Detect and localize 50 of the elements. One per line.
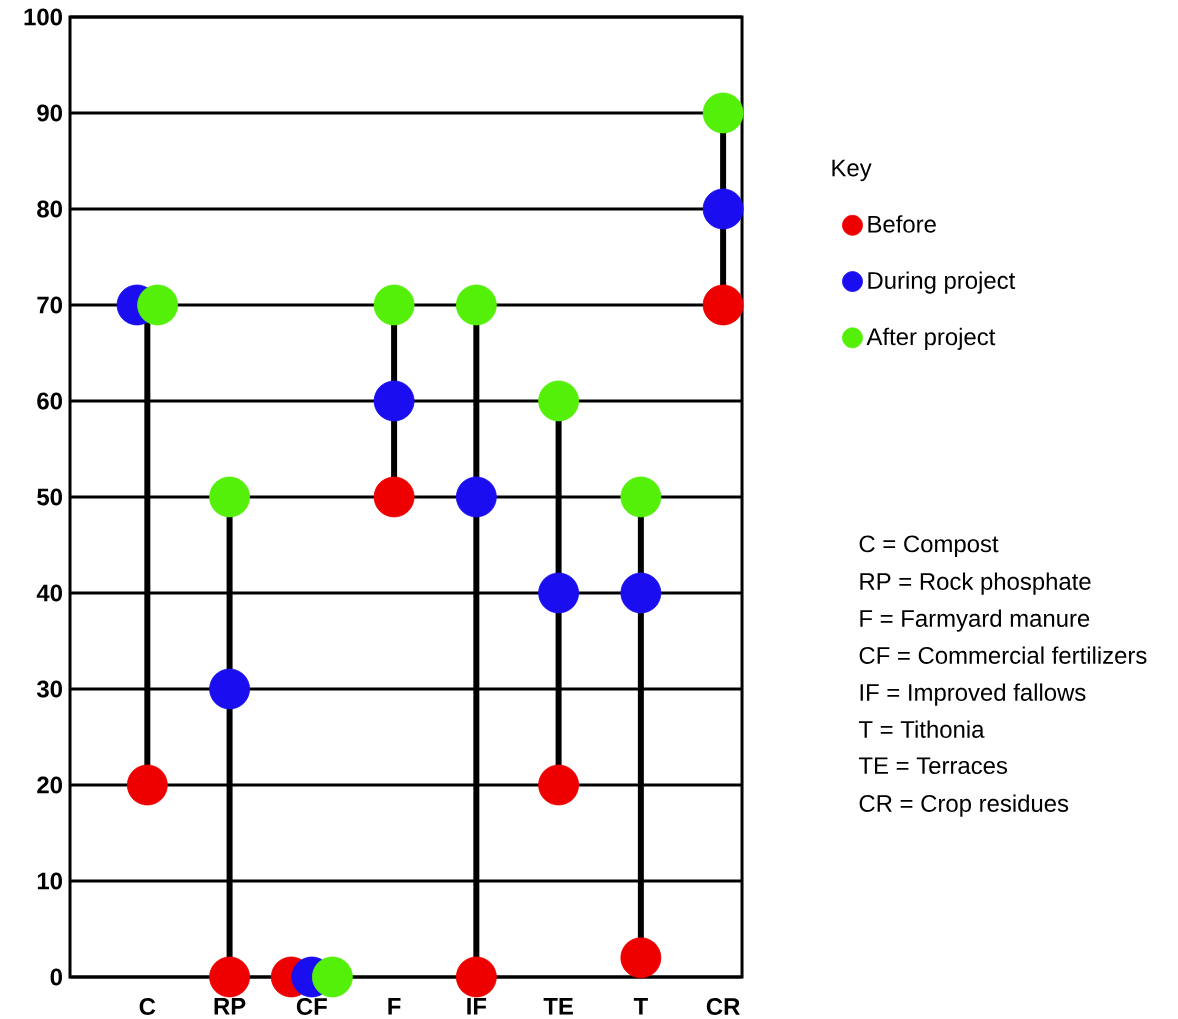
x-tick-label: RP [214, 998, 246, 1015]
legend-label: During project [868, 271, 1016, 294]
y-tick-label: 20 [37, 776, 62, 794]
point [538, 764, 579, 806]
point [620, 476, 662, 518]
y-tick-label: 40 [36, 584, 62, 602]
point [455, 284, 497, 326]
text: RP = Rock phosphate [860, 572, 1091, 595]
point [209, 956, 250, 998]
point [455, 476, 497, 518]
y-tick-label: 30 [36, 680, 62, 698]
point [373, 284, 415, 326]
point [538, 572, 579, 614]
x-tick-label: CF [296, 998, 327, 1015]
point [702, 92, 744, 134]
point [702, 284, 744, 326]
legend-title: Key [832, 159, 872, 182]
point [126, 764, 168, 806]
legend-label: Before [868, 215, 936, 233]
y-tick-label: 0 [50, 968, 62, 986]
text: T = Tithonia [858, 720, 985, 738]
x-tick-label: C [139, 998, 156, 1015]
y-tick-label: 10 [37, 872, 62, 890]
x-tick-label: CR [706, 998, 740, 1015]
y-tick-label: 60 [37, 392, 62, 410]
point [620, 937, 662, 979]
y-tick-label: 100 [24, 8, 62, 26]
point [209, 668, 250, 710]
x-tick-label: F [388, 998, 401, 1015]
text: CR = Crop residues [859, 794, 1069, 817]
text: TE = Terraces [858, 757, 1008, 775]
x-tick-label: IF [467, 998, 487, 1015]
y-tick-label: 50 [37, 488, 62, 506]
legend-label: After project [866, 327, 996, 350]
point [538, 380, 579, 422]
y-tick-label: 80 [37, 200, 62, 218]
point [455, 956, 497, 998]
y-tick-label: 90 [37, 104, 62, 122]
y-tick-label: 70 [37, 296, 62, 314]
x-tick-label: TE [543, 998, 573, 1015]
x-tick-label: T [633, 998, 648, 1015]
point [373, 380, 415, 422]
text: CF = Commercial fertilizers [859, 646, 1147, 664]
point [620, 572, 662, 614]
point [702, 188, 744, 230]
text: F = Farmyard manure [860, 609, 1090, 632]
text: C = Compost [859, 535, 999, 558]
point [209, 476, 250, 518]
point [373, 476, 415, 518]
text: IF = Improved fallows [860, 683, 1086, 706]
